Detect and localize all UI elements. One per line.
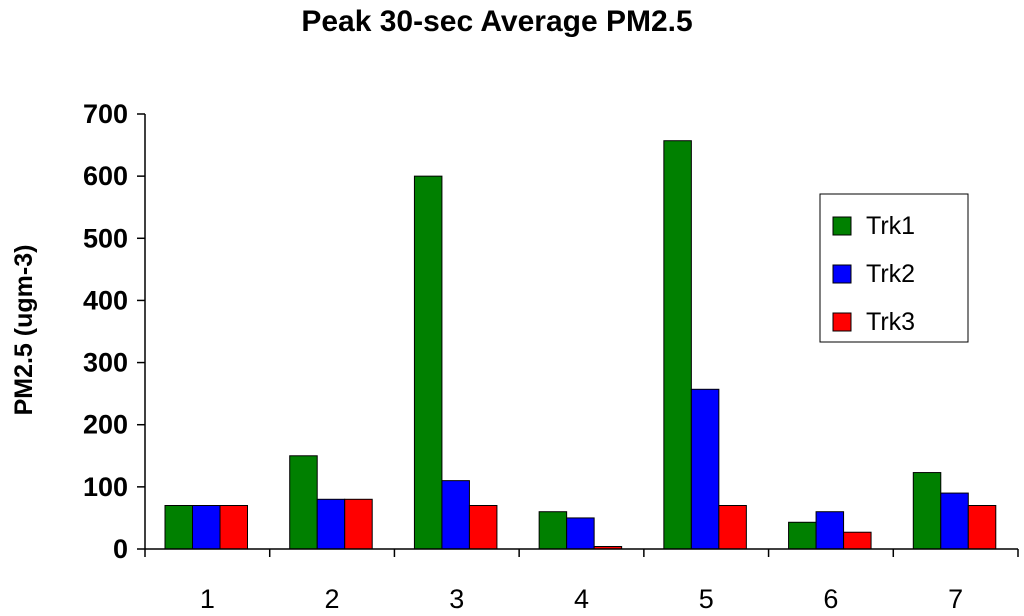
bar-trk3-6 xyxy=(843,531,872,550)
bar-trk2-7 xyxy=(940,492,969,550)
x-tick-label: 2 xyxy=(325,584,340,614)
x-tick-label: 6 xyxy=(823,584,838,614)
y-tick-label: 400 xyxy=(83,285,128,315)
bar-trk3-5 xyxy=(718,505,747,550)
bar-trk2-6 xyxy=(815,511,845,550)
bar-trk1-2 xyxy=(289,455,318,550)
legend: Trk1 Trk2 Trk3 xyxy=(819,193,969,343)
bar-trk1-6 xyxy=(788,521,817,550)
x-tick-label: 4 xyxy=(574,584,589,614)
bar-trk2-5 xyxy=(690,388,720,550)
legend-swatch-trk2 xyxy=(832,264,852,284)
bar-trk2-1 xyxy=(192,505,221,550)
x-tick-label: 5 xyxy=(699,584,714,614)
bar-trk1-7 xyxy=(912,472,942,550)
y-tick-label: 600 xyxy=(83,161,128,191)
y-axis-label: PM2.5 (ugm-3) xyxy=(10,245,38,416)
bar-trk1-5 xyxy=(663,140,692,550)
bar-trk1-1 xyxy=(164,505,193,550)
y-tick-label: 0 xyxy=(113,534,128,564)
y-tick-label: 100 xyxy=(83,472,128,502)
bar-trk3-1 xyxy=(219,505,248,550)
y-tick-label: 700 xyxy=(83,99,128,129)
bar-trk1-3 xyxy=(413,175,443,550)
y-tick-label: 200 xyxy=(83,410,128,440)
x-tick-label: 3 xyxy=(449,584,464,614)
legend-label-trk2: Trk2 xyxy=(866,260,915,288)
x-tick-label: 7 xyxy=(948,584,963,614)
bar-trk3-2 xyxy=(344,498,373,550)
bar-trk2-2 xyxy=(316,498,346,550)
bar-trk1-4 xyxy=(538,511,568,550)
legend-label-trk3: Trk3 xyxy=(866,308,915,336)
bar-trk2-4 xyxy=(566,517,595,550)
x-axis-ticks: 1 2 3 4 5 6 7 xyxy=(144,549,1019,614)
bars xyxy=(164,140,997,550)
chart-title: Peak 30-sec Average PM2.5 xyxy=(301,5,692,38)
y-tick-label: 300 xyxy=(83,348,128,378)
legend-swatch-trk1 xyxy=(832,216,852,236)
y-axis-ticks: 0 100 200 300 400 500 600 700 xyxy=(83,99,145,564)
axes xyxy=(144,114,1018,550)
x-tick-label: 1 xyxy=(200,584,215,614)
legend-swatch-trk3 xyxy=(832,312,852,332)
y-tick-label: 500 xyxy=(83,223,128,253)
legend-label-trk1: Trk1 xyxy=(866,212,915,240)
bar-trk2-3 xyxy=(441,480,470,550)
bar-trk3-3 xyxy=(468,505,498,550)
bar-trk3-7 xyxy=(967,505,997,550)
